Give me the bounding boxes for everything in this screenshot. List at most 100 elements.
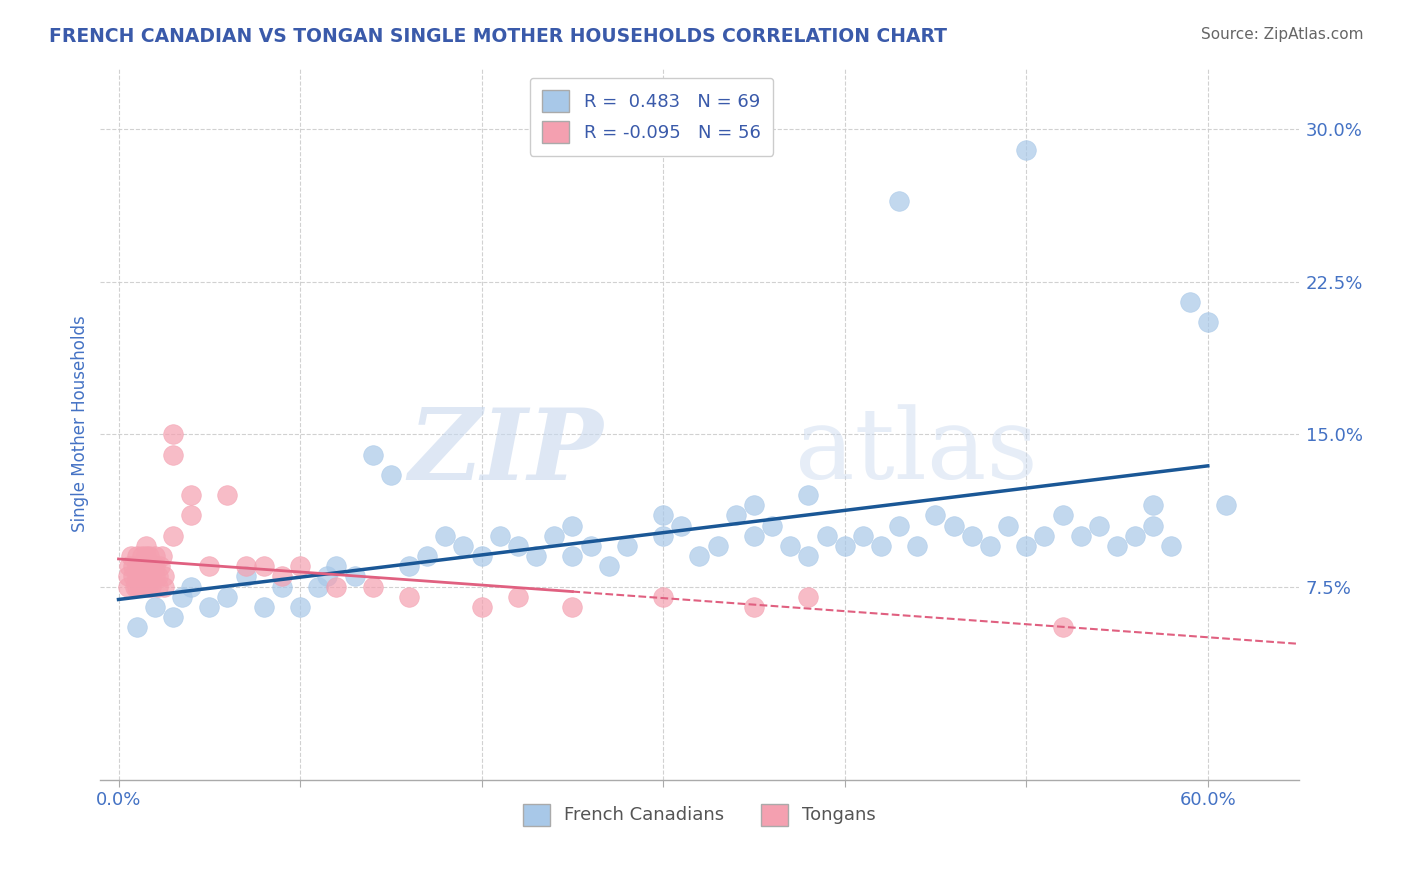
Point (1015, 143, 1038, 157)
Point (616, 539, 638, 553)
Point (343, 569, 366, 583)
Point (870, 539, 893, 553)
Point (307, 580, 329, 594)
Point (253, 559, 276, 574)
Point (1088, 518, 1111, 533)
Point (979, 539, 1001, 553)
Point (135, 549, 157, 563)
Point (1105, 539, 1128, 553)
Point (380, 467, 402, 482)
Point (136, 569, 159, 583)
Point (889, 518, 911, 533)
Point (217, 488, 239, 502)
Point (561, 518, 583, 533)
Point (122, 569, 145, 583)
Point (579, 539, 602, 553)
Point (471, 549, 494, 563)
Point (889, 194, 911, 208)
Point (180, 580, 202, 594)
Point (416, 549, 439, 563)
Point (506, 590, 529, 604)
Point (125, 569, 148, 583)
Point (149, 559, 172, 574)
Point (288, 559, 311, 574)
Text: Source: ZipAtlas.com: Source: ZipAtlas.com (1201, 27, 1364, 42)
Point (1142, 518, 1164, 533)
Point (997, 518, 1019, 533)
Point (131, 549, 153, 563)
Point (131, 559, 153, 574)
Point (688, 549, 710, 563)
Point (1142, 499, 1164, 513)
Point (148, 569, 170, 583)
Point (129, 580, 152, 594)
Point (852, 529, 875, 543)
Point (706, 539, 728, 553)
Point (138, 559, 160, 574)
Point (742, 499, 765, 513)
Point (561, 549, 583, 563)
Point (120, 549, 142, 563)
Point (143, 599, 166, 614)
Point (761, 518, 783, 533)
Point (142, 559, 165, 574)
Point (148, 580, 170, 594)
Point (235, 569, 257, 583)
Text: atlas: atlas (796, 405, 1038, 500)
Point (117, 580, 139, 594)
Point (1070, 529, 1092, 543)
Point (253, 599, 276, 614)
Point (652, 529, 675, 543)
Point (132, 580, 155, 594)
Point (135, 539, 157, 553)
Point (162, 610, 184, 624)
Point (125, 549, 148, 563)
Point (135, 569, 157, 583)
Point (141, 569, 163, 583)
Point (235, 559, 257, 574)
Point (125, 580, 148, 594)
Point (180, 508, 202, 523)
Point (742, 529, 765, 543)
Point (162, 448, 184, 462)
Point (724, 508, 747, 523)
Point (117, 569, 139, 583)
Point (270, 569, 292, 583)
Point (506, 539, 529, 553)
Point (1160, 539, 1182, 553)
Point (924, 508, 946, 523)
Point (180, 488, 202, 502)
Point (797, 549, 820, 563)
Point (170, 590, 193, 604)
Point (141, 580, 163, 594)
Point (143, 549, 166, 563)
Point (325, 559, 347, 574)
Point (1123, 529, 1146, 543)
Point (361, 580, 384, 594)
Point (153, 580, 176, 594)
Point (671, 518, 693, 533)
Point (138, 549, 160, 563)
Point (779, 539, 801, 553)
Point (143, 569, 166, 583)
Y-axis label: Single Mother Households: Single Mother Households (72, 316, 89, 533)
Point (398, 559, 420, 574)
Point (316, 569, 339, 583)
Point (1197, 316, 1219, 330)
Point (524, 549, 547, 563)
Point (797, 488, 820, 502)
Point (960, 529, 983, 543)
Point (453, 539, 475, 553)
Point (162, 427, 184, 442)
Point (118, 559, 141, 574)
Point (1178, 295, 1201, 310)
Point (815, 529, 838, 543)
Point (122, 559, 145, 574)
Point (561, 599, 583, 614)
Point (1052, 620, 1074, 634)
Point (1052, 508, 1074, 523)
Point (543, 529, 565, 543)
Point (434, 529, 457, 543)
Point (288, 599, 311, 614)
Point (471, 599, 494, 614)
